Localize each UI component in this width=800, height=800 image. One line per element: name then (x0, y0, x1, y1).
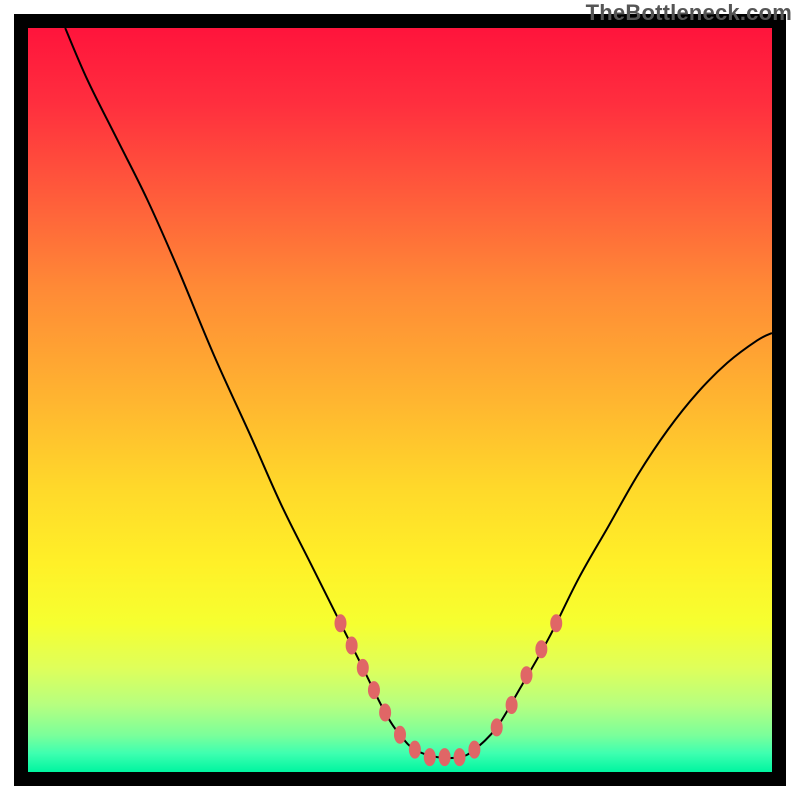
chart-frame: TheBottleneck.com (0, 0, 800, 800)
highlight-marker (535, 640, 547, 658)
highlight-marker (409, 741, 421, 759)
highlight-marker (439, 748, 451, 766)
highlight-marker (520, 666, 532, 684)
highlight-marker (491, 718, 503, 736)
plot-background (28, 28, 772, 772)
highlight-marker (468, 741, 480, 759)
highlight-marker (506, 696, 518, 714)
bottleneck-chart (0, 0, 800, 800)
highlight-marker (334, 614, 346, 632)
highlight-marker (394, 726, 406, 744)
highlight-marker (454, 748, 466, 766)
highlight-marker (357, 659, 369, 677)
highlight-marker (346, 637, 358, 655)
highlight-marker (550, 614, 562, 632)
highlight-marker (368, 681, 380, 699)
watermark-label: TheBottleneck.com (586, 0, 792, 26)
highlight-marker (379, 703, 391, 721)
highlight-marker (424, 748, 436, 766)
